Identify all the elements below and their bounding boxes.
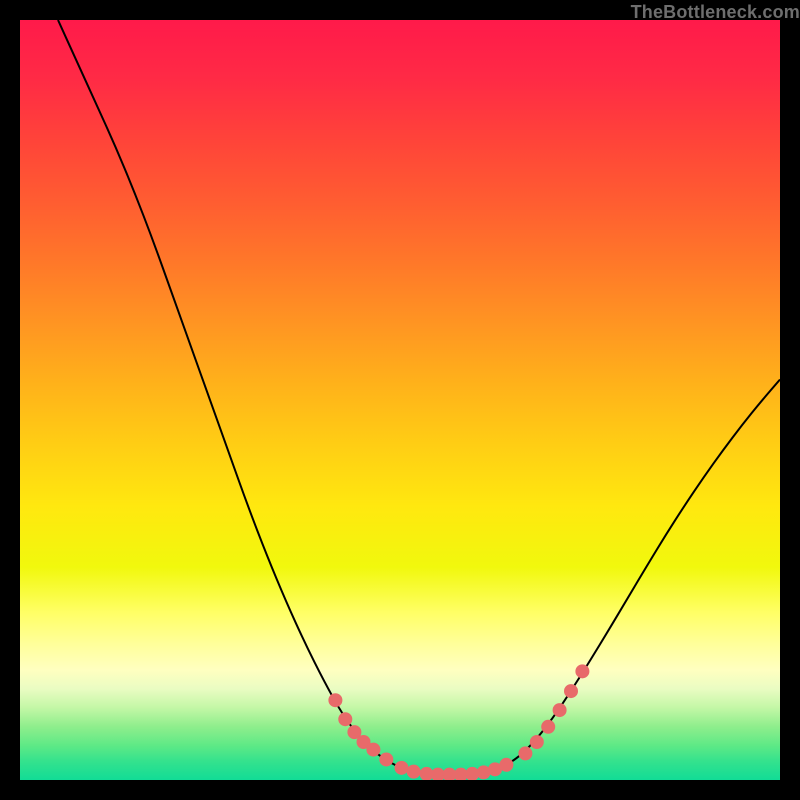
curve-marker	[395, 761, 408, 774]
curve-marker	[367, 743, 380, 756]
curve-marker	[530, 736, 543, 749]
curve-marker	[348, 726, 361, 739]
curve-marker	[477, 766, 490, 779]
curve-marker	[380, 753, 393, 766]
curve-marker	[553, 704, 566, 717]
curve-marker	[519, 747, 532, 760]
curve-marker	[500, 758, 513, 771]
curve-marker	[576, 665, 589, 678]
curve-marker	[329, 694, 342, 707]
watermark-text: TheBottleneck.com	[631, 2, 800, 23]
curve-markers	[329, 665, 589, 780]
curve-marker	[542, 720, 555, 733]
curve-marker	[407, 765, 420, 778]
curve-marker	[339, 713, 352, 726]
curve-layer	[20, 20, 780, 780]
chart-container: TheBottleneck.com	[0, 0, 800, 800]
curve-marker	[565, 685, 578, 698]
plot-area	[20, 20, 780, 780]
bottleneck-curve	[58, 20, 780, 775]
